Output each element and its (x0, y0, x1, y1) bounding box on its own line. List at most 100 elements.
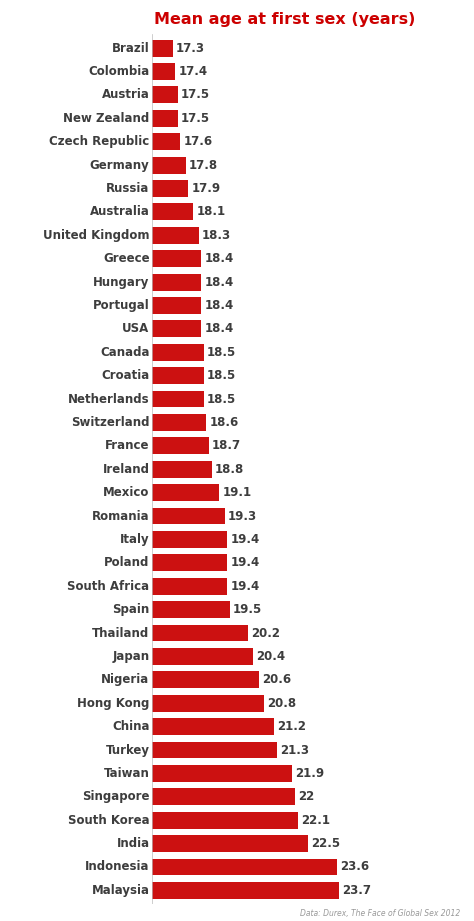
Text: Poland: Poland (104, 556, 150, 569)
Text: Nigeria: Nigeria (101, 673, 150, 686)
Text: 21.2: 21.2 (277, 720, 306, 733)
Text: New Zealand: New Zealand (64, 111, 150, 125)
Text: Italy: Italy (120, 533, 150, 546)
Text: 20.8: 20.8 (267, 696, 296, 710)
Text: 18.3: 18.3 (202, 228, 231, 242)
Text: Romania: Romania (92, 509, 150, 522)
Text: 19.4: 19.4 (230, 556, 260, 569)
Bar (152, 741, 277, 758)
Text: 22: 22 (298, 790, 314, 803)
Text: 18.8: 18.8 (215, 462, 244, 476)
Text: Japan: Japan (112, 650, 150, 663)
Text: Switzerland: Switzerland (71, 416, 150, 429)
Text: 18.6: 18.6 (210, 416, 239, 429)
Bar (152, 157, 186, 173)
Text: 18.7: 18.7 (212, 439, 241, 452)
Text: China: China (112, 720, 150, 733)
Text: Russia: Russia (106, 182, 150, 195)
Bar (152, 882, 339, 899)
Bar (152, 765, 292, 782)
Text: 18.5: 18.5 (207, 392, 236, 405)
Text: 20.6: 20.6 (262, 673, 291, 686)
Text: Ireland: Ireland (102, 462, 150, 476)
Text: Croatia: Croatia (101, 369, 150, 382)
Text: 23.6: 23.6 (340, 860, 369, 873)
Text: India: India (117, 837, 150, 850)
Bar (152, 87, 178, 103)
Bar (152, 484, 219, 501)
Text: 22.1: 22.1 (301, 813, 330, 827)
Bar (152, 414, 207, 431)
Bar (152, 601, 230, 618)
Text: Taiwan: Taiwan (104, 767, 150, 780)
Text: France: France (105, 439, 150, 452)
Bar (152, 788, 295, 805)
Bar (152, 40, 173, 56)
Text: 19.4: 19.4 (230, 533, 260, 546)
Text: Czech Republic: Czech Republic (49, 135, 150, 148)
Text: 18.5: 18.5 (207, 369, 236, 382)
Bar (152, 64, 175, 80)
Bar (152, 437, 209, 454)
Bar (152, 321, 201, 337)
Bar (152, 694, 264, 712)
Text: Colombia: Colombia (88, 65, 150, 78)
Bar (152, 297, 201, 314)
Bar (152, 835, 308, 852)
Bar (152, 391, 204, 407)
Bar (152, 274, 201, 290)
Text: Spain: Spain (112, 603, 150, 616)
Bar (152, 507, 225, 524)
Text: Mexico: Mexico (103, 486, 150, 499)
Text: Netherlands: Netherlands (68, 392, 150, 405)
Bar (152, 251, 201, 267)
Text: Thailand: Thailand (92, 626, 150, 639)
Bar (152, 227, 199, 244)
Bar (152, 648, 254, 665)
Text: 17.9: 17.9 (191, 182, 220, 195)
Text: South Africa: South Africa (67, 579, 150, 593)
Bar (152, 344, 204, 361)
Bar (152, 181, 188, 197)
Text: 19.5: 19.5 (233, 603, 262, 616)
Text: Turkey: Turkey (106, 743, 150, 756)
Text: 19.3: 19.3 (228, 509, 257, 522)
Text: Singapore: Singapore (82, 790, 150, 803)
Text: Greece: Greece (103, 252, 150, 265)
Text: 20.2: 20.2 (251, 626, 280, 639)
Text: 17.4: 17.4 (178, 65, 208, 78)
Bar (152, 460, 212, 478)
Text: 17.3: 17.3 (176, 41, 205, 54)
Text: 17.8: 17.8 (189, 158, 218, 171)
Text: 23.7: 23.7 (343, 884, 372, 897)
Text: Austria: Austria (102, 88, 150, 101)
Text: 21.9: 21.9 (296, 767, 325, 780)
Text: Canada: Canada (100, 345, 150, 359)
Text: 17.5: 17.5 (181, 88, 210, 101)
Text: 19.1: 19.1 (223, 486, 252, 499)
Bar (152, 671, 259, 688)
Text: Hong Kong: Hong Kong (77, 696, 150, 710)
Bar (152, 367, 204, 384)
Text: 18.1: 18.1 (197, 205, 226, 218)
Text: 22.5: 22.5 (311, 837, 340, 850)
Text: 18.4: 18.4 (204, 322, 234, 335)
Text: Hungary: Hungary (93, 275, 150, 288)
Text: Australia: Australia (90, 205, 150, 218)
Bar (152, 554, 228, 571)
Text: 18.4: 18.4 (204, 252, 234, 265)
Text: 18.5: 18.5 (207, 345, 236, 359)
Text: South Korea: South Korea (68, 813, 150, 827)
Text: USA: USA (122, 322, 150, 335)
Text: 18.4: 18.4 (204, 299, 234, 312)
Text: 17.6: 17.6 (183, 135, 213, 148)
Text: 17.5: 17.5 (181, 111, 210, 125)
Bar (152, 811, 298, 829)
Text: Portugal: Portugal (93, 299, 150, 312)
Text: United Kingdom: United Kingdom (43, 228, 150, 242)
Text: Indonesia: Indonesia (85, 860, 150, 873)
Text: Brazil: Brazil (112, 41, 150, 54)
Text: Mean age at first sex (years): Mean age at first sex (years) (154, 12, 415, 27)
Text: 21.3: 21.3 (280, 743, 309, 756)
Bar (152, 134, 181, 150)
